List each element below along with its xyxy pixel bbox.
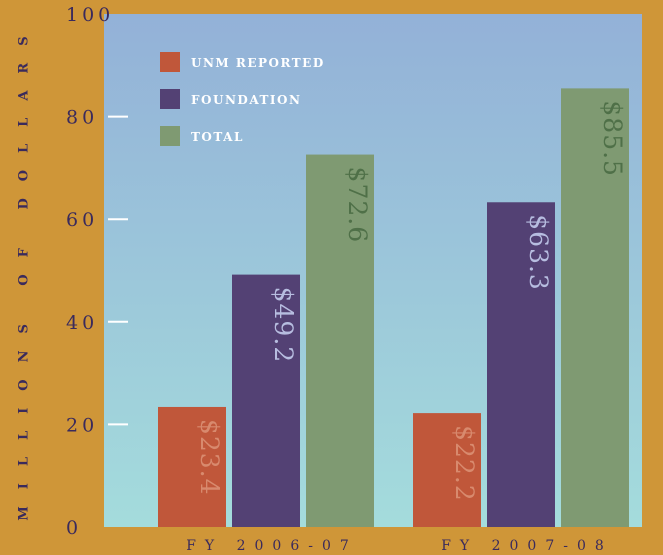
legend-label: UNM REPORTED xyxy=(191,56,325,70)
y-tick-label: 20 xyxy=(66,414,98,436)
y-tick-label: 100 xyxy=(66,4,114,26)
data-label: $22.2 xyxy=(450,425,479,502)
data-label: $23.4 xyxy=(195,419,224,496)
legend-swatch xyxy=(160,126,180,146)
legend-label: FOUNDATION xyxy=(191,93,301,107)
y-tick-label: 40 xyxy=(66,312,98,334)
x-tick-label: FY 2007-08 xyxy=(441,538,613,554)
bar xyxy=(561,88,629,527)
legend-swatch xyxy=(160,89,180,109)
x-tick-label: FY 2006-07 xyxy=(186,538,358,554)
legend-label: TOTAL xyxy=(191,130,244,144)
bar xyxy=(306,154,374,527)
y-tick-label: 60 xyxy=(66,209,98,231)
data-label: $63.3 xyxy=(524,214,553,291)
data-label: $85.5 xyxy=(598,100,627,177)
data-label: $72.6 xyxy=(343,167,372,244)
y-tick-label: 80 xyxy=(66,107,98,129)
legend-swatch xyxy=(160,52,180,72)
data-label: $49.2 xyxy=(269,287,298,364)
bar xyxy=(413,413,481,527)
y-tick-label: 0 xyxy=(66,517,82,539)
y-axis-label: MILLIONS OF DOLLARS xyxy=(17,19,32,520)
bar xyxy=(232,274,300,527)
bar xyxy=(158,406,226,527)
bar xyxy=(487,202,555,527)
